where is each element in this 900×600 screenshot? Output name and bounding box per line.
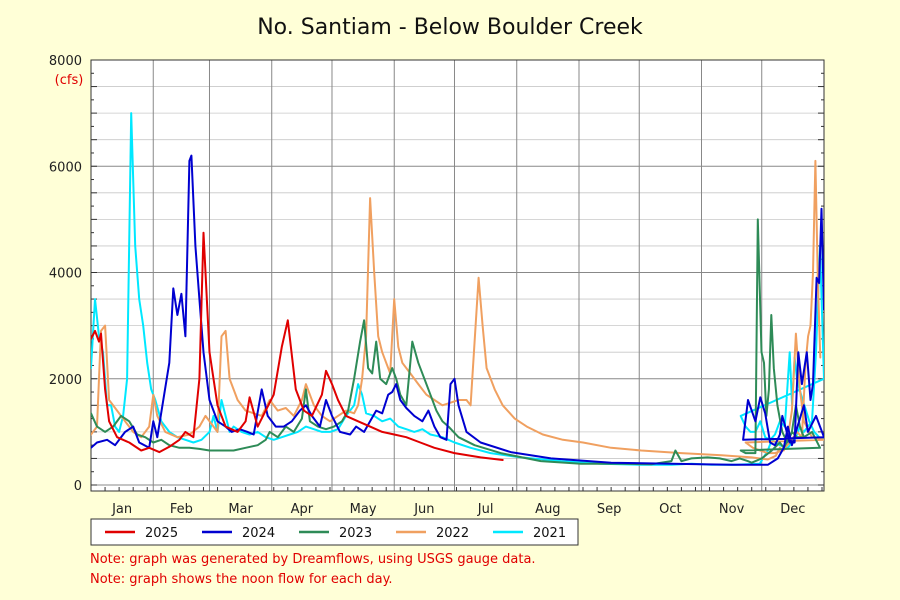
legend-label: 2024 [242, 526, 275, 541]
x-tick-label: Sep [597, 502, 622, 517]
series-line-2021 [91, 112, 824, 466]
notes: Note: graph was generated by Dreamflows,… [90, 552, 536, 587]
x-tick-label: Apr [291, 502, 314, 517]
x-tick-label: Jan [111, 502, 132, 517]
series-line-2025 [91, 231, 504, 461]
legend-label: 2025 [145, 526, 178, 541]
x-tick-label: Aug [535, 502, 560, 517]
chart-note: Note: graph was generated by Dreamflows,… [90, 552, 536, 567]
x-tick-label: Mar [228, 502, 253, 517]
y-tick-label: 4000 [49, 267, 82, 282]
legend-label: 2023 [339, 526, 372, 541]
chart-title: No. Santiam - Below Boulder Creek [257, 15, 643, 40]
plot-area [91, 60, 824, 491]
legend-label: 2022 [436, 526, 469, 541]
y-tick-label: 0 [74, 479, 82, 494]
series-line-2023 [91, 218, 821, 466]
x-tick-label: Jul [477, 502, 494, 517]
chart-note: Note: graph shows the noon flow for each… [90, 572, 393, 587]
y-axis-unit: (cfs) [55, 73, 84, 88]
series-line-2024 [91, 154, 824, 466]
legend: 2025 2024 2023 2022 2021 [90, 518, 579, 546]
x-tick-label: Dec [780, 502, 805, 517]
x-tick-label: Oct [659, 502, 681, 517]
x-tick-label: May [350, 502, 377, 517]
x-tick-label: Jun [413, 502, 434, 517]
y-tick-label: 2000 [49, 373, 82, 388]
y-tick-label: 6000 [49, 160, 82, 175]
y-tick-label: 8000 [49, 54, 82, 69]
grid [90, 59, 825, 491]
series-lines [91, 112, 824, 466]
x-tick-label: Feb [170, 502, 193, 517]
x-tick-label: Nov [719, 502, 745, 517]
legend-label: 2021 [533, 526, 566, 541]
